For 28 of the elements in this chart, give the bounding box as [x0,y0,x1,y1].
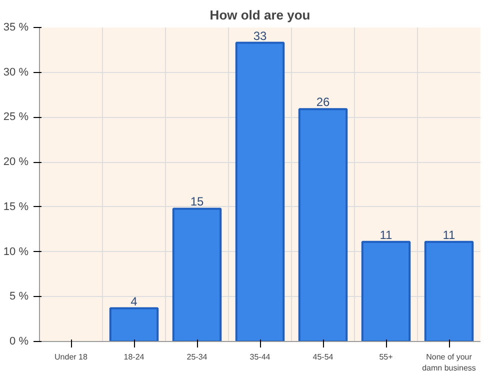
x-tick-label: Under 18 [54,352,88,362]
bar [298,108,348,342]
y-tick-label: 20 % [3,156,29,168]
x-tick-label: None of your damn business [422,352,476,372]
bar [172,208,222,342]
chart-title: How old are you [210,8,310,22]
y-tick-label: 15 % [3,200,29,213]
data-label: 33 [253,28,267,43]
bar [109,307,159,342]
y-tick-label: 5 % [10,290,29,303]
y-tick-label: 35 % [3,22,29,34]
y-tick-label: 30 % [3,66,29,78]
data-label: 11 [380,228,393,242]
x-tick-label: 25-34 [186,352,208,362]
x-tick-label: 18-24 [124,352,145,362]
y-tick-label: 10 % [3,246,29,258]
x-tick-label: 35-44 [250,352,271,362]
bar [424,240,474,342]
bar [361,240,411,342]
x-tick-label: 45-54 [312,352,334,362]
data-label: 11 [442,228,456,242]
data-label: 15 [190,194,204,209]
bar [235,42,285,342]
y-tick-label: 25 % [3,111,29,124]
data-label: 4 [130,294,138,308]
y-tick-label: 0 % [10,336,29,348]
x-tick-label: 55+ [379,352,394,362]
data-label: 26 [316,95,330,110]
